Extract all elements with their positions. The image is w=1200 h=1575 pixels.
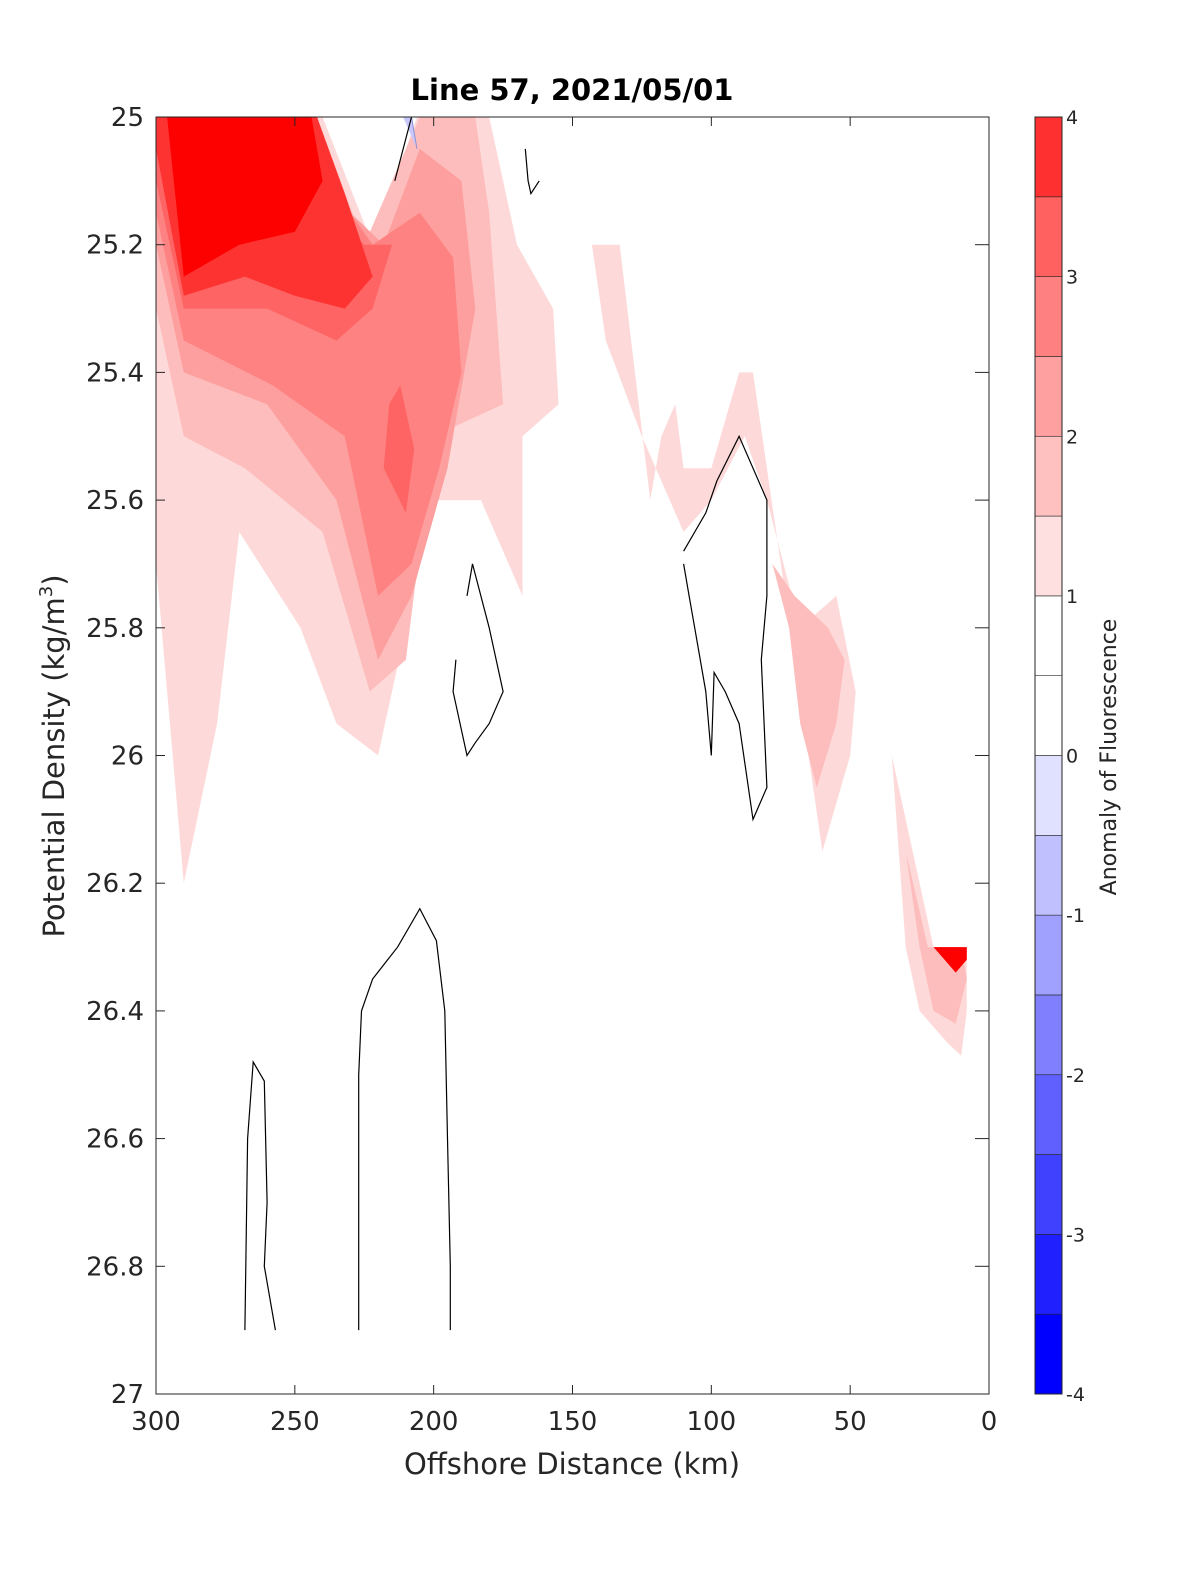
anomaly-fills bbox=[156, 117, 967, 1056]
colorbar-tick-label: 0 bbox=[1066, 746, 1078, 768]
colorbar-segment bbox=[1034, 994, 1063, 1076]
y-tick-label: 25.6 bbox=[86, 486, 144, 516]
colorbar-segment bbox=[1034, 116, 1063, 198]
anomaly-fill-3.5-12 bbox=[933, 947, 967, 973]
zero-contour-5 bbox=[394, 117, 413, 182]
y-axis-title: Potential Density (kg/m3) bbox=[36, 574, 71, 937]
x-tick-label: 200 bbox=[409, 1407, 459, 1437]
y-tick-label: 26.2 bbox=[86, 869, 144, 899]
zero-contour-1 bbox=[358, 907, 451, 1331]
colorbar-segment bbox=[1034, 515, 1063, 597]
x-tick-label: 250 bbox=[270, 1407, 320, 1437]
colorbar-segment bbox=[1034, 356, 1063, 437]
colorbar-title: Anomaly of Fluorescence bbox=[1097, 619, 1122, 896]
x-tick-label: 150 bbox=[548, 1407, 598, 1437]
y-tick-label: 25.8 bbox=[86, 614, 144, 644]
x-tick-label: 50 bbox=[834, 1407, 867, 1437]
colorbar-segment bbox=[1034, 276, 1063, 357]
anomaly-fill-2.5-9 bbox=[383, 385, 415, 513]
anomaly-fill-1-5 bbox=[905, 851, 967, 1024]
colorbar-segment bbox=[1034, 1074, 1063, 1155]
colorbar-tick-label: -4 bbox=[1066, 1384, 1085, 1406]
y-tick-label: 27 bbox=[111, 1380, 144, 1410]
colorbar-segment bbox=[1034, 675, 1063, 756]
colorbar-tick-label: 4 bbox=[1066, 107, 1078, 129]
colorbar: 4 3 2 1 0 -1 -2 -3 -4 bbox=[1034, 107, 1085, 1406]
colorbar-segment bbox=[1034, 914, 1063, 996]
x-tick-label: 300 bbox=[131, 1407, 181, 1437]
colorbar-segment bbox=[1034, 835, 1063, 916]
y-axis-title-main: Potential Density (kg/m bbox=[37, 597, 71, 937]
colorbar-tick-label: -1 bbox=[1066, 905, 1085, 927]
x-axis: 300 250 200 150 100 50 0 bbox=[131, 117, 997, 1437]
colorbar-tick-label: -3 bbox=[1066, 1224, 1085, 1246]
colorbar-frame bbox=[1034, 116, 1063, 1395]
zero-contour-3 bbox=[683, 434, 768, 822]
anomaly-fill-3.5-11 bbox=[167, 117, 323, 277]
y-tick-label: 25.2 bbox=[86, 231, 144, 261]
zero-contour-2 bbox=[452, 563, 504, 758]
colorbar-tick-label: 1 bbox=[1066, 586, 1078, 608]
colorbar-segment bbox=[1034, 595, 1063, 676]
y-tick-label: 26.6 bbox=[86, 1125, 144, 1155]
anomaly-fill-0.5-1 bbox=[591, 244, 856, 852]
y-tick-label: 26 bbox=[111, 742, 144, 772]
negative-anomaly-patch bbox=[403, 117, 418, 149]
colorbar-tick-label: -2 bbox=[1066, 1065, 1085, 1087]
y-axis-title-close: ) bbox=[37, 574, 71, 585]
y-axis: 25 25.2 25.4 25.6 25.8 26 26.2 26.4 26.6 26.8 27 bbox=[86, 103, 989, 1410]
colorbar-tick-label: 2 bbox=[1066, 426, 1078, 448]
x-tick-label: 100 bbox=[687, 1407, 737, 1437]
y-tick-label: 25 bbox=[111, 103, 144, 133]
colorbar-segment bbox=[1034, 196, 1063, 277]
chart-title: Line 57, 2021/05/01 bbox=[411, 73, 734, 107]
colorbar-segment bbox=[1034, 1313, 1063, 1395]
zero-contours bbox=[244, 117, 768, 1331]
zero-contour-4 bbox=[524, 148, 540, 196]
x-axis-title: Offshore Distance (km) bbox=[404, 1447, 740, 1481]
colorbar-segment bbox=[1034, 1154, 1063, 1235]
y-axis-title-sup: 3 bbox=[36, 586, 57, 597]
colorbar-tick-label: 3 bbox=[1066, 267, 1078, 289]
zero-contour-0 bbox=[244, 1060, 276, 1331]
x-tick-label: 0 bbox=[981, 1407, 998, 1437]
y-tick-label: 26.8 bbox=[86, 1252, 144, 1282]
colorbar-segment bbox=[1034, 1234, 1063, 1315]
colorbar-segment bbox=[1034, 755, 1063, 836]
y-tick-label: 25.4 bbox=[86, 358, 144, 388]
y-tick-label: 26.4 bbox=[86, 997, 144, 1027]
colorbar-segment bbox=[1034, 435, 1063, 517]
anomaly-fill-1-4 bbox=[772, 563, 845, 788]
